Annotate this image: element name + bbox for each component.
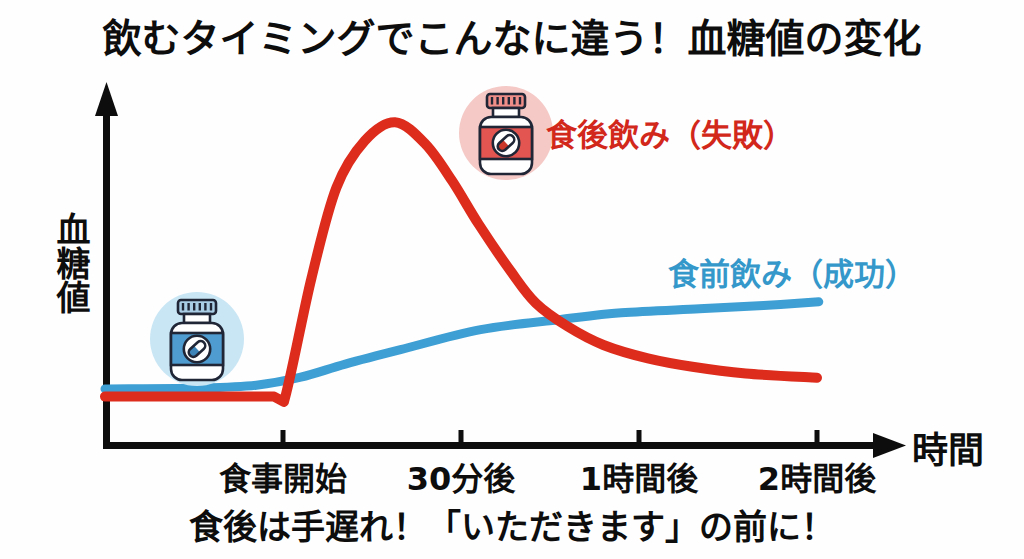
x-axis-label: 時間 bbox=[912, 421, 984, 473]
x-tick-label: 1時間後 bbox=[580, 453, 698, 499]
infographic-chart: 飲むタイミングでこんなに違う！血糖値の変化 bbox=[0, 0, 1024, 559]
series-label-before-meal: 食前飲み（成功） bbox=[668, 249, 916, 294]
x-axis-tick bbox=[281, 430, 286, 442]
x-axis-arrow-icon bbox=[873, 433, 906, 458]
x-axis-ticks bbox=[281, 430, 820, 442]
x-axis-tick bbox=[637, 430, 642, 442]
x-axis-tick bbox=[459, 430, 464, 442]
series-label-after-meal: 食後飲み（失敗） bbox=[546, 110, 794, 155]
y-axis-label: 血糖値 bbox=[53, 212, 89, 314]
x-tick-label: 2時間後 bbox=[758, 453, 876, 499]
pill-bottle-before-meal-icon bbox=[150, 292, 244, 386]
x-tick-label: 30分後 bbox=[407, 453, 516, 499]
pill-bottle-after-meal-icon bbox=[459, 86, 553, 180]
footer-caption: 食後は手遅れ！「いただきます」の前に！ bbox=[0, 500, 1024, 549]
y-axis-arrow-icon bbox=[95, 82, 118, 116]
x-tick-label: 食事開始 bbox=[219, 453, 347, 499]
x-axis-tick bbox=[815, 430, 820, 442]
